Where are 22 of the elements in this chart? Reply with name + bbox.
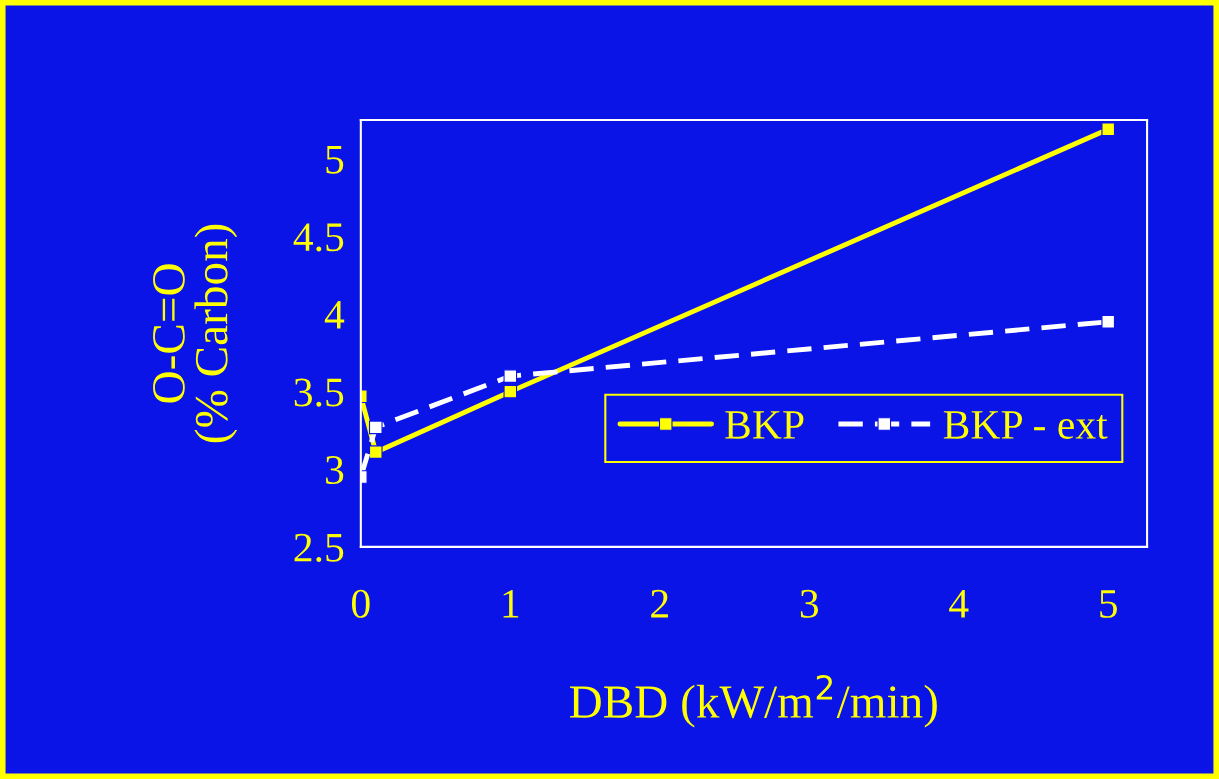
x-tick-label: 5 — [1100, 590, 1117, 618]
y-tick-label: 4 — [324, 301, 345, 329]
y-tick-label: 2.5 — [294, 533, 344, 562]
y-tick-label: 3 — [326, 456, 344, 485]
x-axis-title: DBD (kW/m$^{2}$/min) — [569, 674, 937, 728]
point — [503, 369, 518, 383]
y-tick-label: 3.5 — [294, 378, 344, 407]
x-tick-label: 3 — [800, 589, 819, 618]
point — [368, 420, 383, 435]
legend-label: BKP - ext — [943, 411, 1108, 439]
x-tick-label: 2 — [651, 589, 668, 618]
point — [1101, 314, 1116, 329]
y-tick-label: 5 — [326, 145, 344, 174]
x-tick-label: 0 — [352, 589, 370, 618]
point — [368, 445, 383, 459]
point — [503, 384, 518, 399]
y-axis-title: O-C=O (% Carbon) — [153, 224, 238, 443]
x-tick-label: 4 — [949, 590, 969, 618]
legend-label: BKP — [725, 411, 804, 439]
x-tick-label: 1 — [503, 589, 519, 618]
y-tick-label: 4.5 — [293, 223, 344, 252]
point — [1101, 122, 1116, 137]
